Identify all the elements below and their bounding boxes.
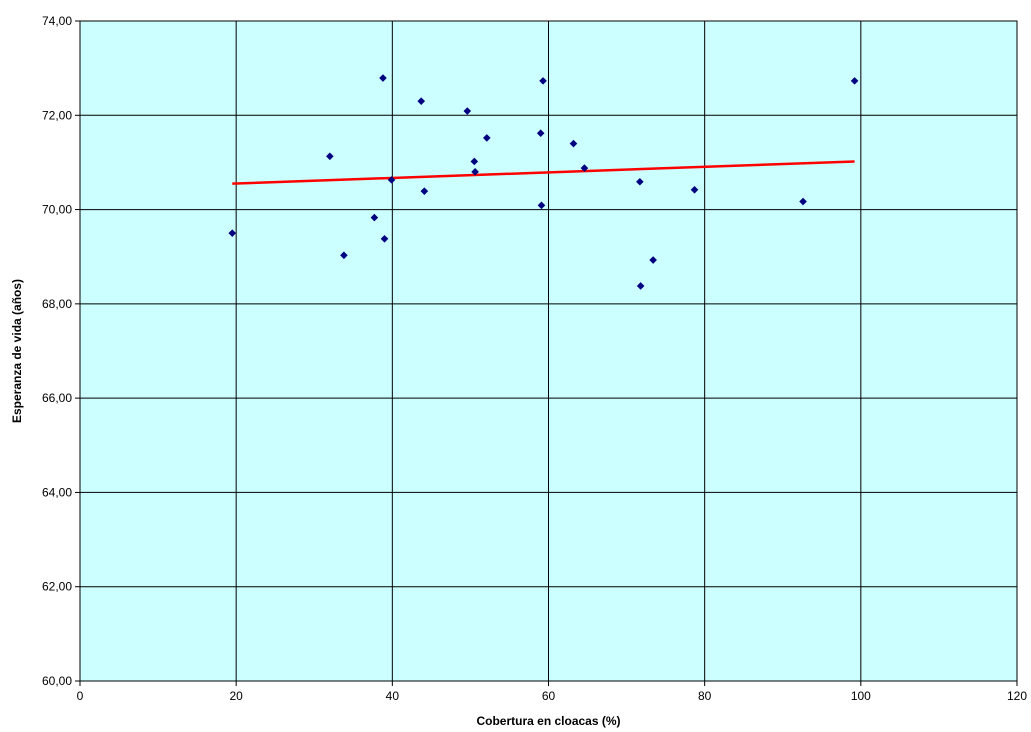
data-point — [539, 77, 547, 85]
data-point — [379, 74, 387, 82]
x-tick-label: 80 — [698, 689, 712, 703]
y-tick-label: 66,00 — [42, 391, 72, 405]
data-point — [569, 139, 578, 148]
data-point — [649, 256, 657, 264]
data-point — [228, 229, 237, 237]
x-tick-label: 0 — [77, 689, 84, 703]
data-point — [690, 185, 699, 194]
x-tick-label: 100 — [851, 689, 871, 703]
data-point — [420, 187, 429, 195]
y-tick-label: 68,00 — [42, 297, 72, 311]
x-tick-label: 60 — [542, 689, 556, 703]
data-points — [228, 74, 859, 290]
data-point — [387, 176, 396, 184]
y-tick-label: 72,00 — [42, 108, 72, 122]
x-axis-title: Cobertura en cloacas (%) — [476, 714, 620, 728]
data-point — [326, 152, 334, 161]
trendline-layer — [232, 160, 855, 185]
data-point — [636, 282, 645, 290]
data-point — [483, 134, 491, 142]
data-point — [536, 129, 545, 137]
x-tick-label: 20 — [229, 689, 243, 703]
y-tick-label: 60,00 — [42, 674, 72, 688]
y-axis-title: Esperanza de vida (años) — [10, 279, 24, 423]
data-point — [580, 164, 589, 172]
x-tick-label: 40 — [386, 689, 400, 703]
y-tick-label: 70,00 — [42, 203, 72, 217]
data-point — [799, 197, 807, 206]
data-point — [463, 107, 472, 115]
data-point — [340, 251, 348, 260]
data-point — [471, 168, 479, 176]
plot-border — [79, 20, 1018, 682]
y-tick-label: 64,00 — [42, 485, 72, 499]
data-point — [850, 77, 859, 85]
data-point — [537, 201, 546, 210]
data-point — [380, 235, 389, 243]
data-point — [470, 157, 479, 166]
data-point — [370, 213, 379, 222]
data-point — [417, 97, 426, 105]
axes: 60,00 62,00 64,00 66,00 68,00 70,00 72,00 74,00… — [42, 14, 1027, 703]
data-point — [636, 177, 644, 186]
y-tick-label: 74,00 — [42, 14, 72, 28]
trendline — [232, 160, 855, 185]
x-tick-label: 120 — [1007, 689, 1027, 703]
y-tick-label: 62,00 — [42, 580, 72, 594]
